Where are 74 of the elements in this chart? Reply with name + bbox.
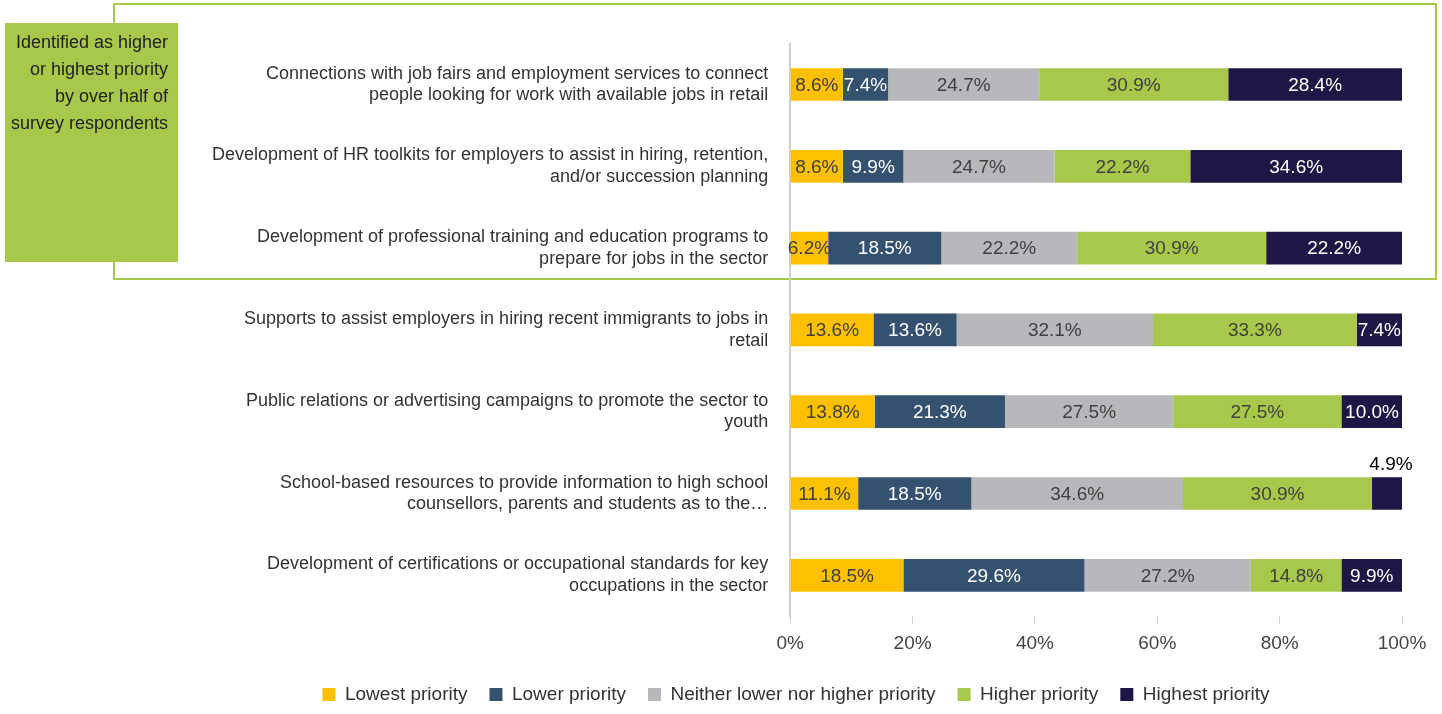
data-label: 4.9%: [1369, 453, 1413, 475]
bar: [1372, 477, 1402, 510]
data-label: 24.7%: [936, 73, 991, 95]
data-label: 18.5%: [820, 564, 875, 586]
bar: [903, 558, 1085, 592]
x-tick-label: 0%: [776, 631, 805, 653]
data-label: 27.2%: [1140, 564, 1195, 586]
data-label: 11.1%: [798, 482, 851, 504]
y-tick-label: Development of professional training and education programs to prepare for jobs in the sector: [256, 226, 769, 268]
data-label: 27.5%: [1230, 400, 1285, 422]
data-label: 30.9%: [1144, 237, 1199, 259]
bar: [1054, 149, 1191, 183]
data-label: 34.6%: [1269, 155, 1324, 177]
y-tick-label: Public relations or advertising campaigns to promote the sector to youth: [245, 389, 769, 432]
data-label: 18.5%: [887, 482, 942, 504]
data-label: 29.6%: [967, 564, 1021, 586]
bar: [1039, 68, 1229, 101]
bar: [1004, 395, 1174, 429]
data-label: 33.3%: [1227, 319, 1282, 341]
x-tick-label: 40%: [1015, 631, 1055, 653]
data-label: 24.7%: [952, 155, 1007, 177]
legend-label: Lower priority: [511, 682, 627, 704]
data-label: 8.6%: [795, 155, 839, 177]
legend-label: Highest priority: [1142, 682, 1271, 704]
bar: [790, 558, 904, 592]
data-label: 22.2%: [982, 237, 1037, 259]
data-label: 13.6%: [805, 319, 860, 341]
data-label: 9.9%: [1350, 564, 1394, 586]
legend-label: Lowest priority: [344, 682, 468, 704]
data-label: 9.9%: [851, 155, 895, 177]
bar: [956, 313, 1154, 347]
data-label: 28.4%: [1288, 73, 1343, 95]
data-label: 32.1%: [1027, 319, 1082, 341]
data-label: 34.6%: [1050, 482, 1105, 504]
data-label: 10.0%: [1345, 400, 1400, 422]
y-tick-label: Connections with job fairs and employment services to connect people looking for work with available jobs in retail: [265, 62, 769, 105]
data-label: 13.6%: [888, 319, 943, 341]
bar: [874, 395, 1005, 429]
bar: [1153, 313, 1357, 347]
data-label: 14.8%: [1269, 564, 1324, 586]
data-label: 7.4%: [843, 73, 888, 95]
x-tick-label: 100%: [1377, 631, 1427, 653]
bar: [1173, 395, 1342, 429]
bar: [941, 231, 1078, 265]
data-label: 8.6%: [795, 73, 839, 95]
bar: [1228, 68, 1402, 101]
legend-label: Higher priority: [980, 682, 1099, 704]
bar: [1266, 231, 1402, 265]
bar: [1182, 477, 1373, 510]
data-label: 18.5%: [857, 237, 912, 259]
y-tick-label: Supports to assist employers in hiring recent immigrants to jobs in retail: [244, 308, 769, 350]
bar: [1084, 558, 1251, 592]
data-label: 21.3%: [912, 400, 967, 422]
y-tick-label: School-based resources to provide information to high school counsellors, parents and students as to the…: [279, 471, 769, 514]
data-label: 30.9%: [1106, 73, 1161, 95]
bar: [903, 149, 1055, 183]
data-label: 7.4%: [1357, 319, 1402, 341]
x-tick-label: 20%: [893, 631, 932, 653]
text: Identified as higher or highest priority by over half of survey respondents: [5, 23, 178, 262]
bar: [1077, 231, 1267, 265]
y-tick-label: Development of certifications or occupational standards for key occupations in the sector: [266, 553, 769, 596]
data-label: 13.8%: [805, 400, 860, 422]
bar: [858, 477, 972, 510]
data-label: 27.5%: [1062, 400, 1117, 422]
bar: [888, 68, 1040, 101]
data-label: 22.2%: [1307, 237, 1362, 259]
y-tick-label: Development of HR toolkits for employers to assist in hiring, retention, and/or succession planning: [211, 144, 769, 187]
x-tick-label: 80%: [1260, 631, 1299, 653]
data-label: 22.2%: [1095, 155, 1150, 177]
bar: [971, 477, 1183, 510]
bar: [1190, 149, 1402, 183]
legend-label: Neither lower nor higher priority: [670, 682, 937, 704]
x-tick-label: 60%: [1138, 631, 1177, 653]
data-label: 30.9%: [1250, 482, 1305, 504]
